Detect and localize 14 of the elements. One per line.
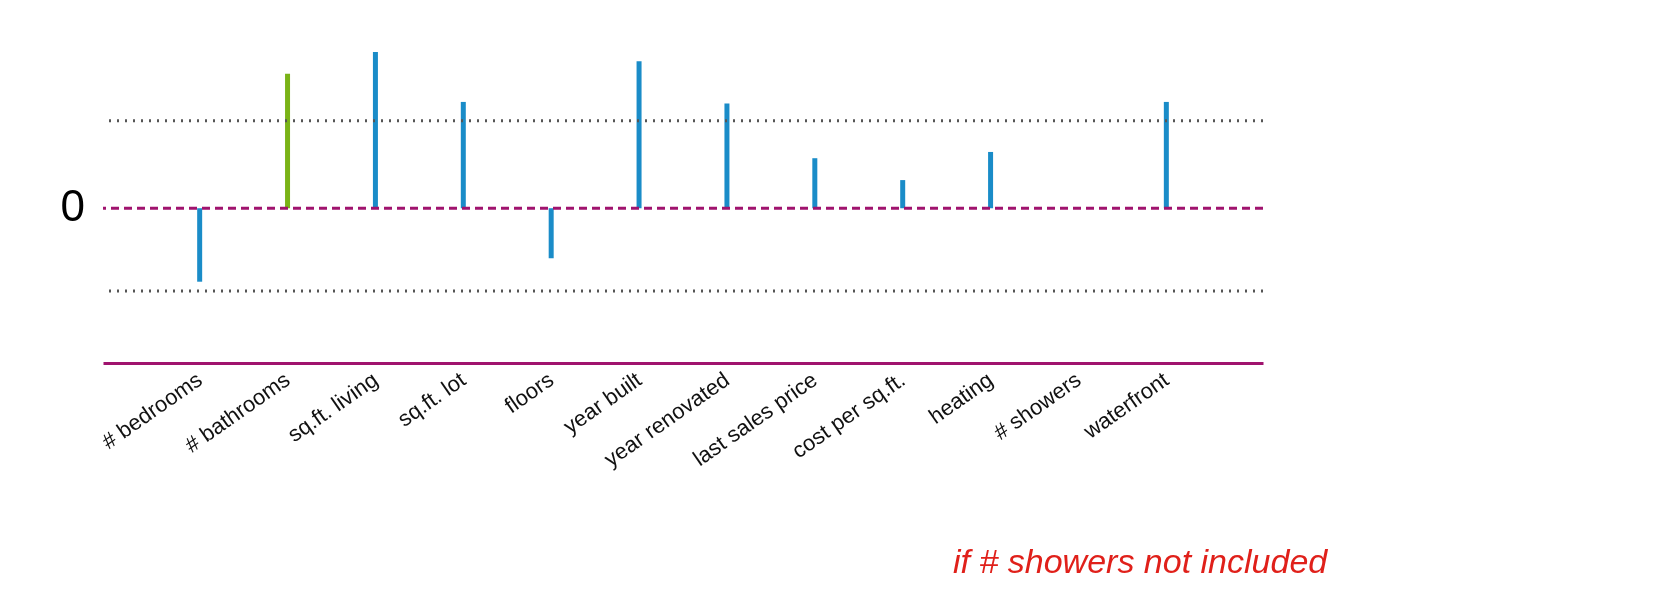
bar	[988, 151, 994, 209]
bar	[812, 158, 818, 209]
bar	[197, 208, 203, 282]
bar	[285, 73, 291, 209]
bar	[900, 180, 906, 209]
bar	[724, 103, 730, 209]
bar	[636, 61, 642, 209]
bar	[460, 101, 466, 209]
bar	[548, 208, 554, 259]
text: if # showers not included	[953, 542, 1329, 580]
x-tick-label: sq.ft. lot	[392, 366, 471, 432]
bar	[372, 51, 378, 209]
ref-line-label: 0	[60, 181, 85, 231]
bar	[1163, 101, 1169, 209]
